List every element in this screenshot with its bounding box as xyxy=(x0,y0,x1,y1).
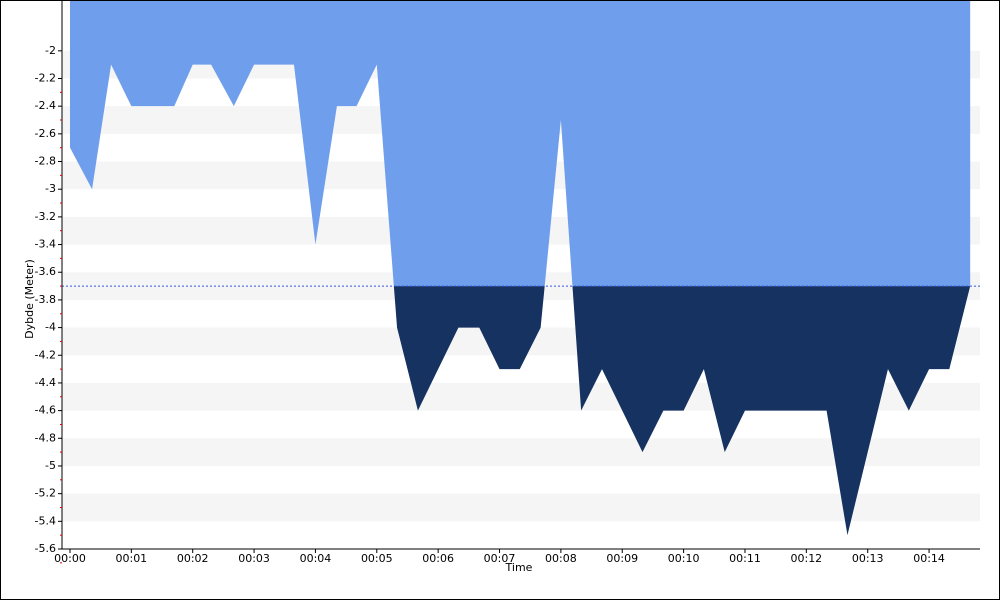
x-tick-label: 00:12 xyxy=(790,552,822,565)
y-tick-label: -2.2 xyxy=(35,71,56,84)
y-tick-label: -4.2 xyxy=(35,348,56,361)
x-tick-label: 00:11 xyxy=(729,552,761,565)
y-tick-label: -5 xyxy=(45,459,56,472)
area-below xyxy=(393,286,971,536)
x-tick-label: 00:02 xyxy=(177,552,209,565)
y-tick-label: -3.8 xyxy=(35,293,56,306)
x-tick-label: 00:06 xyxy=(422,552,454,565)
y-tick-label: -2 xyxy=(45,44,56,57)
y-tick-label: -5.4 xyxy=(35,514,56,527)
x-tick-label: 00:13 xyxy=(852,552,884,565)
x-tick-label: 00:04 xyxy=(300,552,332,565)
x-tick-label: 00:07 xyxy=(484,552,516,565)
y-tick-label: -3.2 xyxy=(35,210,56,223)
area-above xyxy=(69,1,971,287)
x-tick-label: 00:10 xyxy=(668,552,700,565)
x-tick-label: 00:14 xyxy=(913,552,945,565)
y-tick-label: -4.4 xyxy=(35,376,56,389)
y-tick-label: -5.2 xyxy=(35,487,56,500)
x-tick-label: 00:03 xyxy=(238,552,270,565)
y-axis-title: Dybde (Meter) xyxy=(23,259,36,339)
y-tick-label: -2.4 xyxy=(35,99,56,112)
x-tick-label: 00:08 xyxy=(545,552,577,565)
x-tick-label: 00:05 xyxy=(361,552,393,565)
grid-band xyxy=(62,438,980,466)
x-axis-title: Time xyxy=(505,561,533,574)
y-tick-label: -4.8 xyxy=(35,431,56,444)
grid-band xyxy=(62,493,980,522)
y-tick-label: -2.6 xyxy=(35,127,56,140)
x-tick-label: 00:09 xyxy=(606,552,638,565)
y-tick-label: -4 xyxy=(45,321,56,334)
y-tick-label: -2.8 xyxy=(35,155,56,168)
y-tick-label: -5.6 xyxy=(35,542,56,555)
y-tick-label: -3.6 xyxy=(35,265,56,278)
y-tick-label: -4.6 xyxy=(35,404,56,417)
x-tick-label: 00:01 xyxy=(115,552,147,565)
x-tick-label: 00:00 xyxy=(54,552,86,565)
y-tick-label: -3 xyxy=(45,182,56,195)
y-tick-label: -3.4 xyxy=(35,238,56,251)
